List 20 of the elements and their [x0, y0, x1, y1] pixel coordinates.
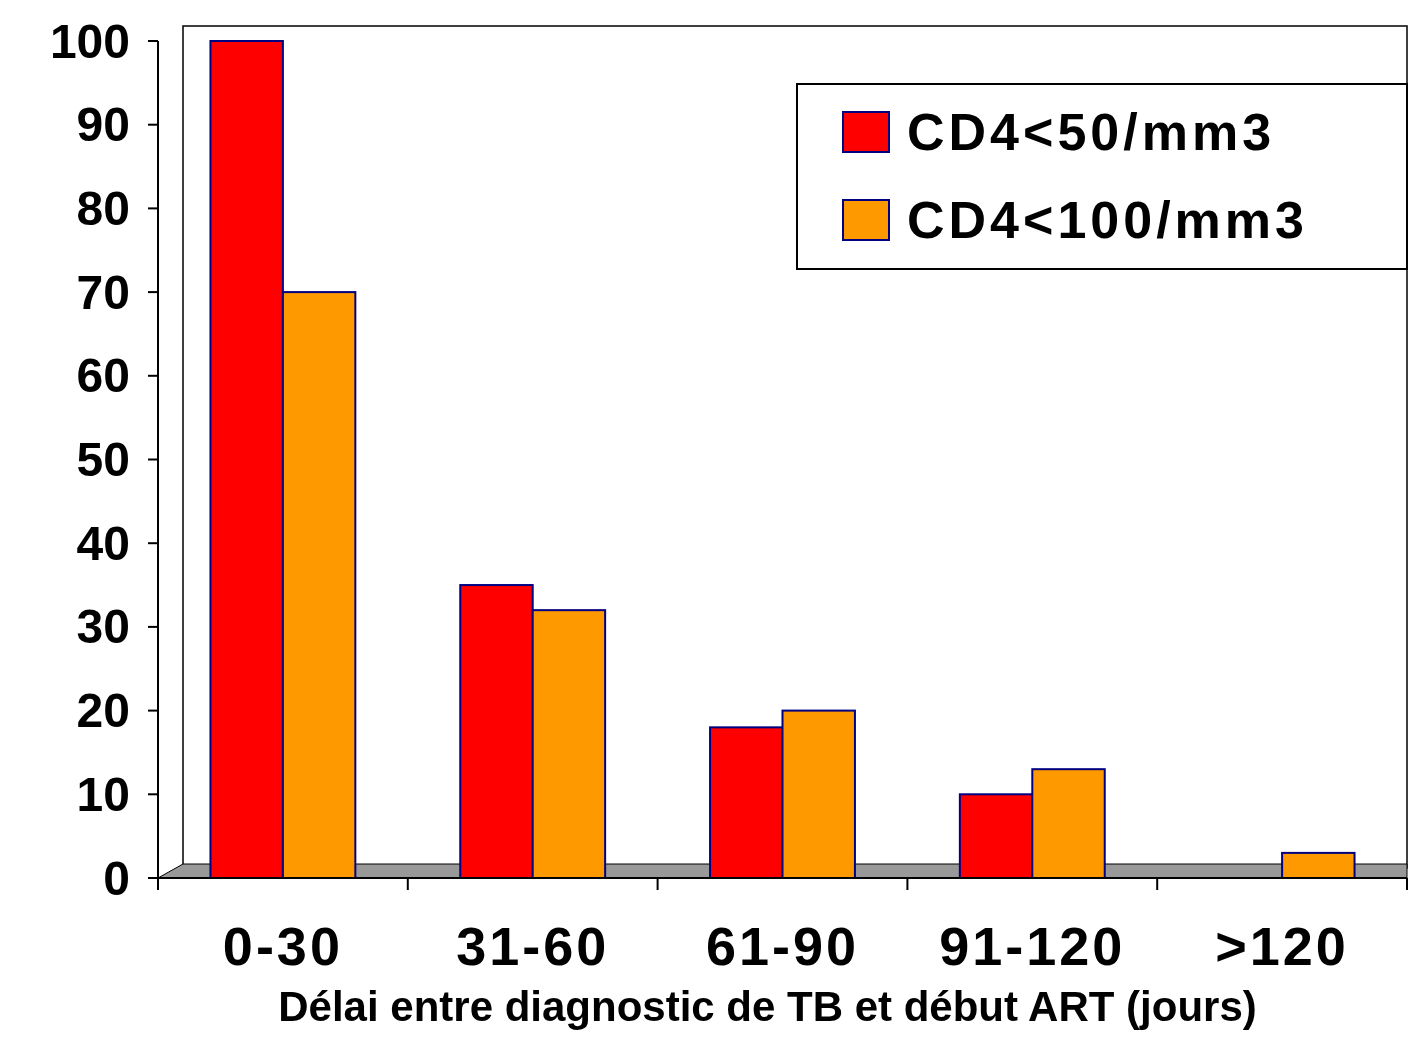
y-tick-label: 60 [76, 349, 130, 403]
x-tick-label: 91-120 [939, 916, 1126, 976]
y-tick-label: 100 [49, 14, 130, 68]
y-tick-label: 0 [103, 851, 130, 905]
y-tick-label: 70 [76, 265, 130, 319]
bar [1281, 851, 1356, 879]
x-axis-title: Délai entre diagnostic de TB et début ART (jours) [278, 983, 1257, 1030]
y-tick-label: 90 [76, 98, 130, 152]
x-tick-label: >120 [1215, 916, 1349, 976]
legend-label: CD4<100/mm3 [907, 191, 1308, 249]
y-tick-label: 40 [76, 516, 130, 570]
x-tick-label: 0-30 [222, 916, 343, 976]
y-tick-label: 10 [76, 767, 130, 821]
y-tick-label: 50 [76, 433, 130, 486]
y-tick-label: 80 [76, 181, 130, 235]
y-tick-label: 30 [76, 600, 130, 654]
legend-label: CD4<50/mm3 [907, 103, 1276, 161]
x-tick-label: 31-60 [456, 916, 610, 976]
y-tick-label: 20 [76, 684, 130, 738]
x-tick-label: 61-90 [705, 916, 860, 976]
